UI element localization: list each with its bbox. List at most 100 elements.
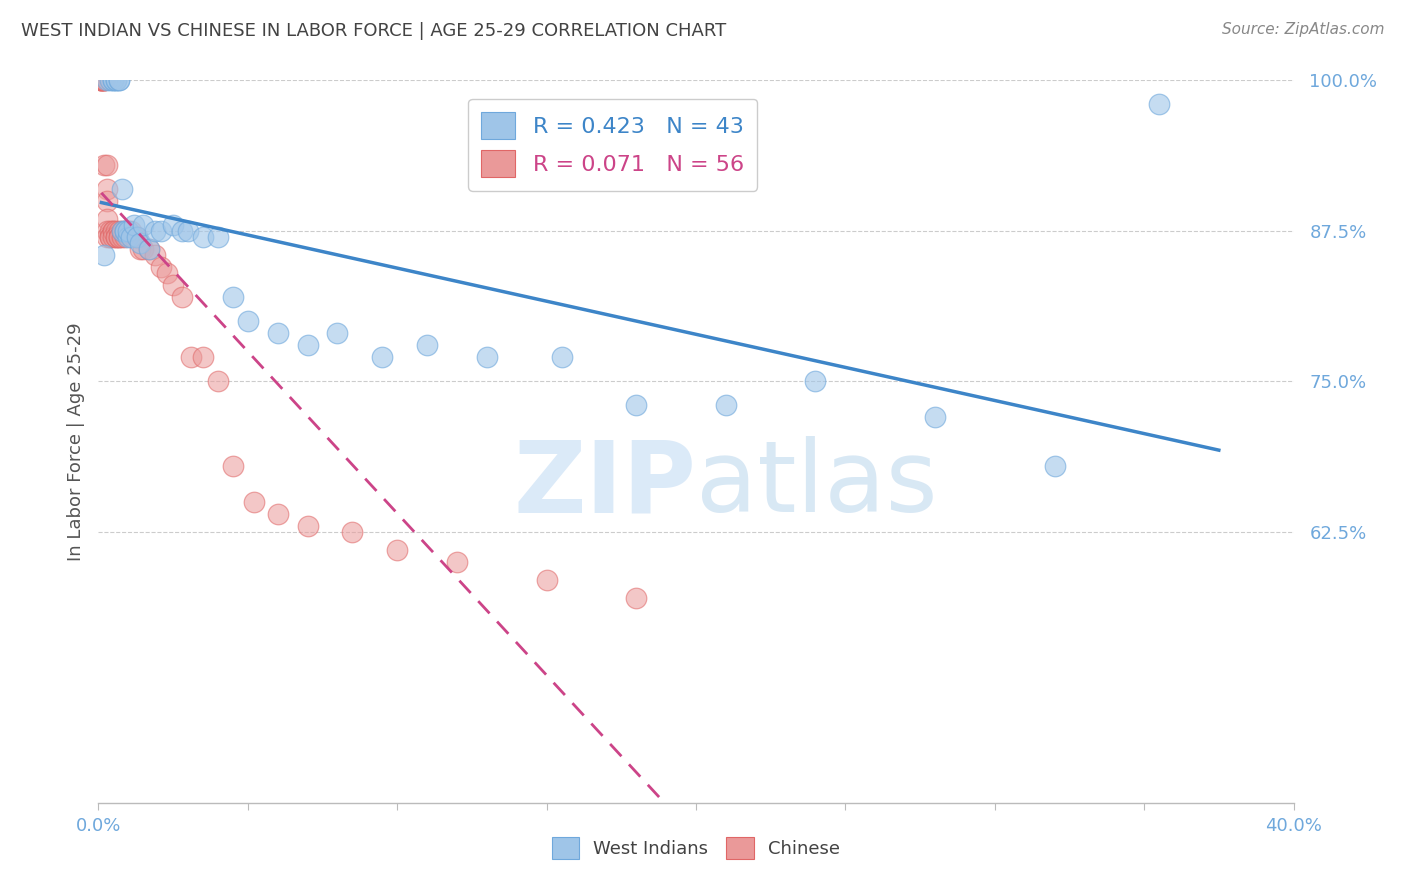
Point — [114, 224, 136, 238]
Point — [111, 229, 134, 244]
Point — [342, 524, 364, 539]
Point — [297, 518, 319, 533]
Point — [114, 224, 136, 238]
Point — [105, 73, 128, 87]
Point — [96, 229, 118, 244]
Point — [96, 73, 118, 87]
Point — [90, 73, 112, 87]
Point — [90, 73, 112, 87]
Point — [120, 229, 142, 244]
Point — [103, 229, 125, 244]
Point — [93, 73, 115, 87]
Point — [177, 224, 200, 238]
Point — [1043, 458, 1066, 473]
Point — [129, 242, 152, 256]
Point — [475, 350, 498, 364]
Point — [93, 248, 115, 262]
Point — [103, 73, 125, 87]
Point — [127, 229, 149, 244]
Point — [108, 224, 131, 238]
Point — [297, 338, 319, 352]
Point — [98, 73, 122, 87]
Point — [111, 181, 134, 195]
Point — [150, 224, 173, 238]
Point — [103, 224, 125, 238]
Point — [172, 290, 194, 304]
Point — [150, 260, 173, 274]
Point — [243, 494, 266, 508]
Point — [267, 326, 290, 340]
Point — [191, 350, 214, 364]
Point — [191, 229, 214, 244]
Point — [143, 224, 166, 238]
Point — [138, 242, 160, 256]
Point — [108, 229, 131, 244]
Point — [117, 229, 139, 244]
Point — [550, 350, 572, 364]
Point — [804, 374, 827, 388]
Point — [93, 157, 115, 171]
Point — [96, 194, 118, 208]
Point — [626, 591, 648, 606]
Point — [98, 229, 122, 244]
Point — [127, 229, 149, 244]
Point — [103, 224, 125, 238]
Point — [105, 73, 128, 87]
Point — [124, 229, 146, 244]
Point — [93, 73, 115, 87]
Point — [105, 229, 128, 244]
Point — [138, 242, 160, 256]
Point — [90, 73, 112, 87]
Point — [96, 181, 118, 195]
Point — [93, 73, 115, 87]
Point — [446, 555, 468, 569]
Point — [90, 73, 112, 87]
Point — [96, 211, 118, 226]
Point — [222, 290, 245, 304]
Point — [117, 224, 139, 238]
Point — [90, 73, 112, 87]
Point — [143, 248, 166, 262]
Point — [103, 73, 125, 87]
Point — [93, 73, 115, 87]
Point — [267, 507, 290, 521]
Text: WEST INDIAN VS CHINESE IN LABOR FORCE | AGE 25-29 CORRELATION CHART: WEST INDIAN VS CHINESE IN LABOR FORCE | … — [21, 22, 727, 40]
Point — [207, 374, 229, 388]
Point — [162, 218, 184, 232]
Point — [132, 242, 155, 256]
Point — [180, 350, 202, 364]
Point — [371, 350, 394, 364]
Point — [416, 338, 439, 352]
Point — [108, 229, 131, 244]
Point — [120, 224, 142, 238]
Point — [111, 224, 134, 238]
Y-axis label: In Labor Force | Age 25-29: In Labor Force | Age 25-29 — [66, 322, 84, 561]
Point — [385, 542, 409, 557]
Point — [124, 218, 146, 232]
Point — [114, 229, 136, 244]
Point — [105, 224, 128, 238]
Text: atlas: atlas — [696, 436, 938, 533]
Point — [129, 235, 152, 250]
Point — [98, 224, 122, 238]
Point — [1147, 97, 1170, 112]
Legend: West Indians, Chinese: West Indians, Chinese — [544, 830, 848, 866]
Point — [98, 229, 122, 244]
Point — [156, 266, 179, 280]
Point — [236, 314, 259, 328]
Point — [326, 326, 349, 340]
Point — [105, 229, 128, 244]
Point — [536, 573, 558, 587]
Point — [222, 458, 245, 473]
Text: ZIP: ZIP — [513, 436, 696, 533]
Point — [207, 229, 229, 244]
Point — [172, 224, 194, 238]
Point — [108, 73, 131, 87]
Point — [96, 224, 118, 238]
Point — [626, 398, 648, 412]
Point — [162, 277, 184, 292]
Text: Source: ZipAtlas.com: Source: ZipAtlas.com — [1222, 22, 1385, 37]
Point — [108, 73, 131, 87]
Point — [111, 224, 134, 238]
Point — [96, 157, 118, 171]
